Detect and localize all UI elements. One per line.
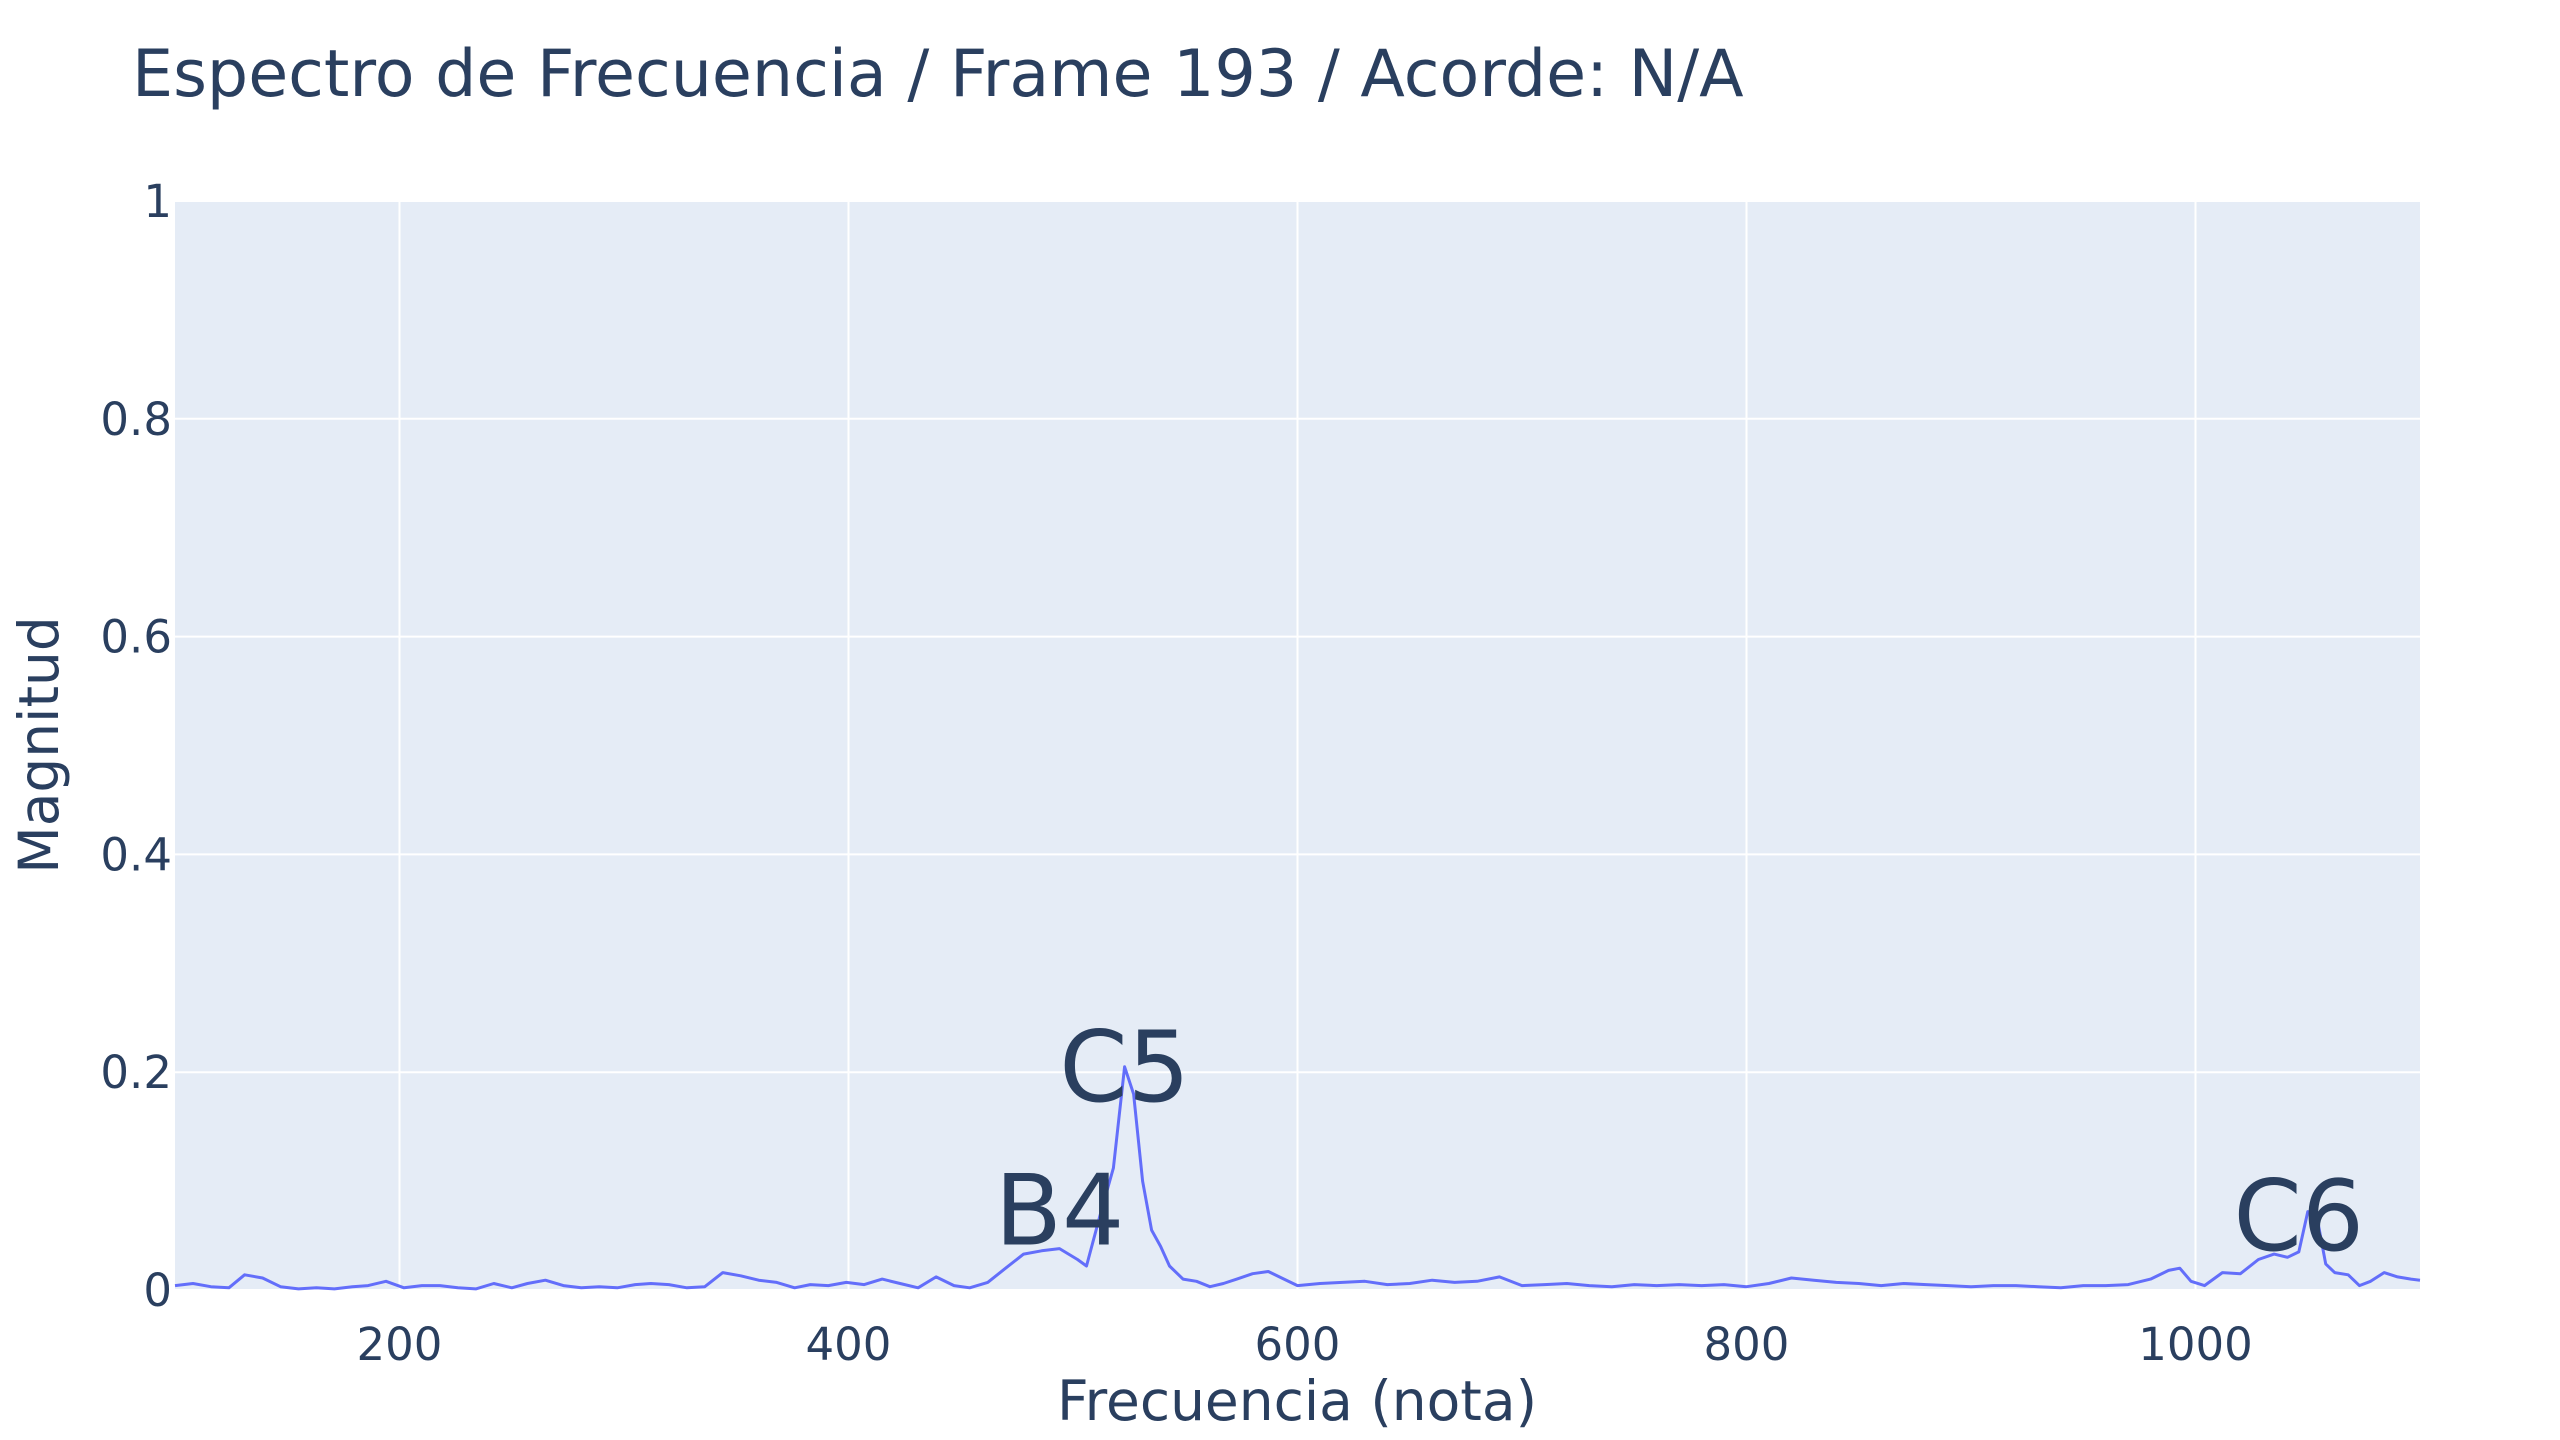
x-tick-label: 400 xyxy=(806,1318,892,1371)
x-tick-label: 200 xyxy=(357,1318,443,1371)
y-tick-label: 0.8 xyxy=(100,393,172,446)
y-axis-ticks: 0 0.2 0.4 0.6 0.8 1 xyxy=(100,175,172,1317)
x-axis-ticks: 200 400 600 800 1000 xyxy=(357,1318,2253,1371)
annotation-layer: C5 B4 C6 xyxy=(995,1011,2364,1274)
x-tick-label: 800 xyxy=(1704,1318,1790,1371)
note-annotation-c5: C5 xyxy=(1059,1011,1190,1125)
y-tick-label: 1 xyxy=(143,175,172,228)
note-annotation-c6: C6 xyxy=(2233,1160,2364,1274)
y-tick-label: 0 xyxy=(143,1264,172,1317)
x-axis-title: Frecuencia (nota) xyxy=(1057,1369,1537,1433)
y-axis-title: Magnitud xyxy=(7,616,71,874)
series-layer xyxy=(174,1065,2421,1291)
note-annotation-b4: B4 xyxy=(995,1155,1125,1269)
x-tick-label: 600 xyxy=(1255,1318,1341,1371)
spectrum-line xyxy=(174,1065,2421,1291)
y-tick-label: 0.2 xyxy=(100,1046,172,1099)
chart-title: Espectro de Frecuencia / Frame 193 / Aco… xyxy=(132,37,1744,112)
y-tick-label: 0.6 xyxy=(100,611,172,664)
y-tick-label: 0.4 xyxy=(100,828,172,881)
grid-lines xyxy=(175,200,2420,1291)
x-tick-label: 1000 xyxy=(2138,1318,2253,1371)
